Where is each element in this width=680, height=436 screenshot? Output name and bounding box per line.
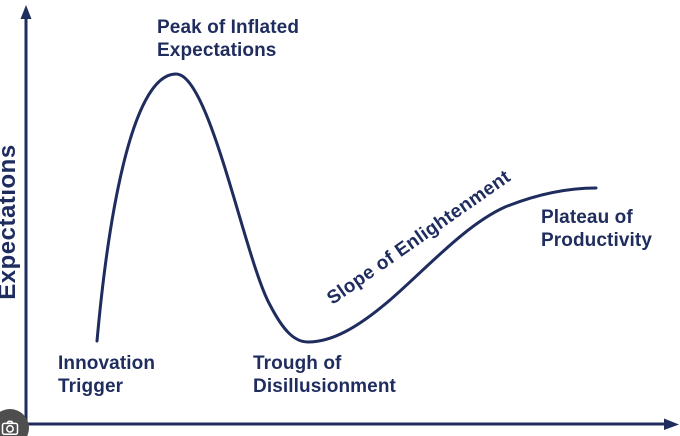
camera-icon	[1, 420, 19, 435]
label-plateau-of-productivity: Plateau of Productivity	[541, 207, 652, 251]
arrow-right-icon	[664, 418, 679, 430]
y-axis-label: Expectations	[0, 144, 21, 300]
label-peak-of-inflated-expectations: Peak of Inflated Expectations	[157, 17, 300, 61]
arrow-up-icon	[20, 5, 32, 19]
label-trough-of-disillusionment: Trough of Disillusionment	[253, 353, 396, 397]
hype-curve	[95, 72, 598, 344]
label-innovation-trigger: Innovation Trigger	[58, 353, 156, 397]
image-search-camera-button[interactable]	[0, 409, 29, 436]
